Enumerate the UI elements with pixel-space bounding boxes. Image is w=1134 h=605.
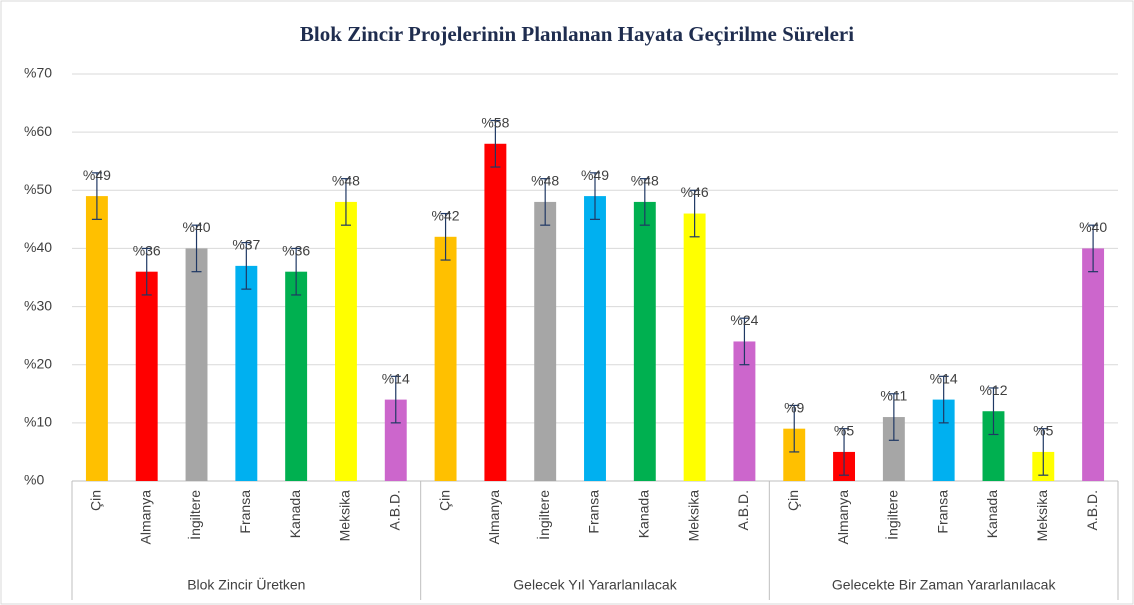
data-label: %37 (232, 237, 260, 253)
x-tick-label: Almanya (486, 490, 502, 545)
y-tick-label: %20 (24, 355, 52, 371)
x-tick-label: İngiltere (186, 490, 203, 540)
bar (384, 399, 407, 481)
bar (135, 271, 158, 481)
x-tick-label: Meksika (685, 490, 701, 542)
bar (633, 201, 656, 481)
data-label: %48 (531, 173, 559, 189)
group-label: Gelecekte Bir Zaman Yararlanılacak (832, 577, 1057, 593)
data-label: %14 (930, 370, 958, 386)
group-label: Gelecek Yıl Yararlanılacak (513, 577, 677, 593)
x-tick-label: Çin (785, 490, 801, 511)
y-tick-label: %40 (24, 239, 52, 255)
x-tick-label: Kanada (984, 490, 1000, 538)
data-label: %36 (133, 242, 161, 258)
bar (285, 271, 308, 481)
y-tick-label: %70 (24, 65, 52, 81)
x-tick-label: A.B.D. (1084, 490, 1100, 530)
data-label: %5 (834, 423, 854, 439)
x-tick-label: Çin (436, 490, 452, 511)
group-label: Blok Zincir Üretken (187, 576, 305, 593)
data-label: %9 (784, 399, 804, 415)
data-label: %49 (581, 167, 609, 183)
bar (683, 213, 706, 482)
chart-title: Blok Zincir Projelerinin Planlanan Hayat… (300, 22, 854, 46)
x-tick-label: Meksika (337, 490, 353, 542)
bar (85, 196, 108, 481)
data-label: %12 (979, 382, 1007, 398)
data-label: %48 (631, 173, 659, 189)
x-tick-label: Çin (88, 490, 104, 511)
x-tick-label: İngiltere (535, 490, 552, 540)
data-label: %58 (481, 114, 509, 130)
bar (534, 201, 557, 481)
data-label: %5 (1033, 423, 1053, 439)
x-tick-label: A.B.D. (386, 490, 402, 530)
bar (733, 341, 756, 481)
bar (932, 399, 955, 481)
bar (584, 196, 606, 481)
y-tick-label: %30 (24, 297, 52, 313)
data-label: %24 (730, 312, 758, 328)
y-tick-label: %10 (24, 414, 52, 430)
data-label: %48 (332, 173, 360, 189)
bar (982, 411, 1005, 481)
bar (783, 428, 806, 481)
x-tick-label: Almanya (835, 490, 851, 545)
bar (1082, 248, 1105, 481)
bar (484, 143, 507, 481)
bar (334, 201, 357, 481)
data-label: %40 (183, 219, 211, 235)
x-tick-label: Meksika (1034, 490, 1050, 542)
bar (235, 265, 258, 481)
x-tick-label: Fransa (586, 490, 602, 534)
x-tick-label: Kanada (287, 490, 303, 538)
x-tick-label: İngiltere (884, 490, 901, 540)
y-tick-label: %60 (24, 123, 52, 139)
bar (882, 417, 905, 481)
data-label: %11 (880, 388, 907, 404)
bar (434, 236, 457, 481)
y-tick-label: %0 (24, 472, 44, 488)
x-tick-label: Almanya (137, 490, 153, 545)
data-label: %40 (1079, 219, 1107, 235)
data-label: %46 (681, 184, 709, 200)
x-tick-label: Kanada (636, 490, 652, 538)
bar (185, 248, 208, 481)
data-label: %42 (432, 208, 460, 224)
data-label: %14 (382, 370, 410, 386)
x-tick-label: A.B.D. (735, 490, 751, 530)
data-label: %36 (282, 242, 310, 258)
x-tick-label: Fransa (237, 490, 253, 534)
x-tick-label: Fransa (934, 490, 950, 534)
data-label: %49 (83, 167, 111, 183)
y-tick-label: %50 (24, 181, 52, 197)
